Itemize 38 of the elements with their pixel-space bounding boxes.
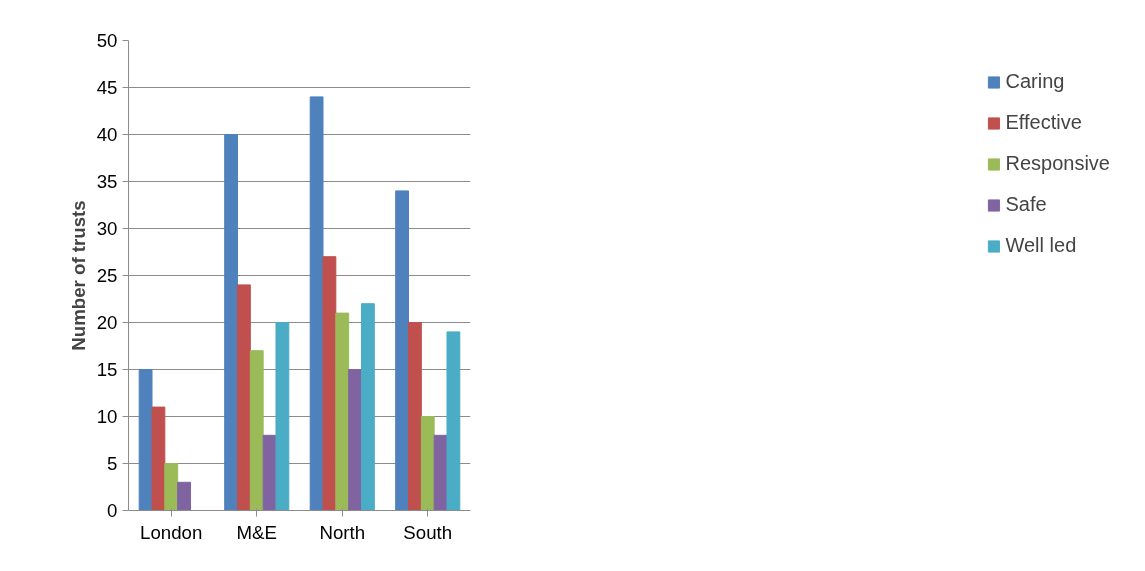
y-tick-label: 25 [96, 265, 118, 286]
y-tick-label: 30 [96, 218, 118, 239]
bar [446, 331, 461, 511]
y-tick-label: 50 [96, 30, 118, 51]
bar [335, 312, 350, 511]
bar [275, 322, 290, 511]
bar [164, 463, 179, 511]
y-tick-label: 35 [96, 171, 118, 192]
y-tick-label: 45 [96, 77, 118, 98]
bar [348, 369, 362, 511]
bar [408, 322, 422, 511]
legend-label: Caring [1005, 70, 1065, 93]
bar [395, 190, 410, 511]
legend-label: Responsive [1005, 152, 1110, 175]
legend-label: Well led [1005, 234, 1077, 257]
legend-label: Effective [1005, 111, 1082, 134]
bar [420, 416, 435, 511]
bar [309, 96, 324, 511]
y-tick-label: 0 [107, 500, 118, 521]
y-tick-label: 40 [96, 124, 118, 145]
y-tick-label: 20 [96, 312, 118, 333]
x-tick-label: South [403, 521, 453, 543]
bar [249, 350, 264, 511]
y-tick-label: 15 [96, 359, 118, 380]
legend-label: Safe [1005, 193, 1047, 216]
bar [224, 134, 239, 511]
y-tick-label: 10 [96, 406, 118, 427]
y-axis-title: Number of trusts [67, 200, 89, 351]
bar [360, 303, 375, 511]
y-tick-label: 5 [107, 453, 118, 474]
bar [177, 481, 191, 511]
bar [138, 369, 153, 511]
x-tick-label: North [319, 521, 366, 543]
bar [237, 284, 251, 511]
x-tick-label: M&E [236, 521, 277, 543]
bar [151, 406, 166, 511]
x-tick-label: London [140, 521, 203, 543]
bar [322, 256, 337, 511]
